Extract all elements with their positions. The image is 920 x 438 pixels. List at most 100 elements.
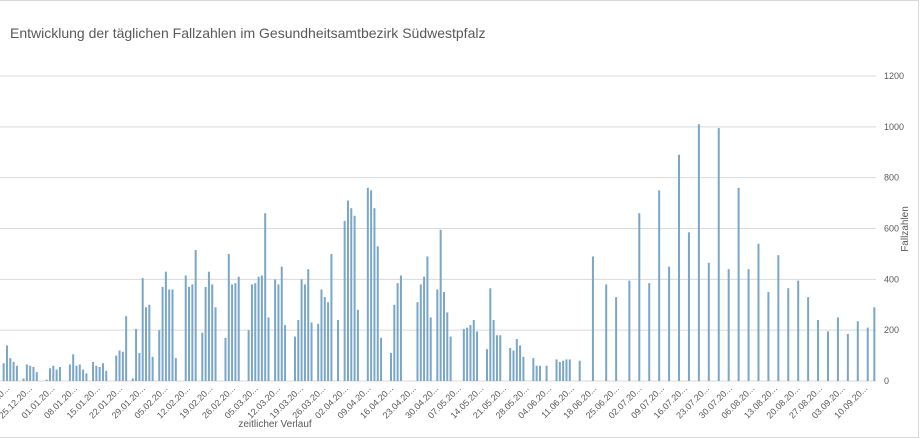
y-axis-title: Fallzahlen bbox=[900, 206, 911, 252]
bar bbox=[426, 256, 429, 381]
bar bbox=[138, 353, 141, 381]
bar bbox=[486, 349, 488, 381]
y-axis-ticks: 0 200 400 600 800 1000 1200 bbox=[884, 71, 904, 386]
bar bbox=[2, 363, 5, 381]
bar bbox=[472, 320, 475, 381]
bar bbox=[787, 288, 790, 381]
bar bbox=[284, 325, 287, 381]
bar bbox=[807, 297, 810, 382]
bar bbox=[15, 365, 18, 381]
bar bbox=[9, 358, 12, 382]
bar bbox=[866, 327, 869, 382]
bar bbox=[515, 339, 518, 381]
bar bbox=[303, 284, 306, 381]
bar bbox=[191, 284, 194, 381]
y-tick-label: 400 bbox=[884, 274, 899, 284]
bar bbox=[22, 378, 25, 381]
bar bbox=[158, 330, 161, 381]
x-axis-title: zeitlicher Verlauf bbox=[238, 419, 312, 430]
bar bbox=[532, 358, 535, 382]
bar bbox=[260, 275, 263, 381]
bar bbox=[125, 316, 128, 381]
bar bbox=[707, 262, 710, 381]
bar bbox=[390, 353, 392, 381]
bar bbox=[416, 302, 419, 381]
bar bbox=[277, 284, 280, 381]
bar bbox=[346, 200, 349, 381]
bar bbox=[12, 361, 15, 381]
bar bbox=[492, 320, 495, 381]
bar bbox=[78, 364, 81, 381]
bar bbox=[92, 361, 95, 381]
bar bbox=[836, 317, 839, 381]
y-tick-label: 800 bbox=[884, 173, 899, 183]
bar bbox=[188, 286, 191, 381]
bar bbox=[856, 321, 859, 381]
bar bbox=[555, 359, 558, 381]
bar bbox=[466, 327, 469, 382]
bar bbox=[184, 275, 187, 381]
bar bbox=[135, 328, 138, 381]
chart-title: Entwicklung der täglichen Fallzahlen im … bbox=[10, 25, 486, 41]
bar bbox=[330, 253, 333, 381]
bar bbox=[737, 187, 740, 381]
bar bbox=[49, 368, 51, 381]
bar bbox=[638, 213, 641, 381]
bar bbox=[423, 276, 426, 381]
bar bbox=[194, 250, 197, 381]
bar bbox=[323, 297, 326, 382]
bar bbox=[280, 266, 283, 382]
bar bbox=[615, 297, 618, 382]
bar bbox=[58, 367, 61, 381]
bar bbox=[227, 253, 230, 381]
bar bbox=[545, 365, 548, 381]
bar bbox=[214, 307, 217, 381]
bar bbox=[509, 347, 512, 381]
bar bbox=[591, 256, 594, 381]
bar bbox=[171, 289, 174, 381]
bar bbox=[522, 356, 525, 381]
bar bbox=[628, 280, 631, 381]
x-tick-label: ...20... bbox=[0, 383, 11, 408]
bar bbox=[121, 351, 124, 381]
bar bbox=[499, 335, 502, 381]
bar bbox=[373, 208, 376, 381]
bar bbox=[817, 320, 820, 381]
bar bbox=[578, 360, 581, 381]
bar bbox=[317, 323, 320, 381]
bar bbox=[489, 288, 492, 381]
bar bbox=[118, 350, 121, 381]
bar bbox=[75, 365, 78, 381]
bar bbox=[429, 317, 432, 381]
bar bbox=[85, 373, 88, 382]
bars bbox=[2, 124, 876, 382]
bar bbox=[476, 331, 479, 381]
bar bbox=[327, 302, 330, 381]
bar bbox=[366, 187, 369, 381]
bar bbox=[535, 365, 538, 381]
bar bbox=[396, 283, 399, 381]
bar bbox=[72, 354, 75, 381]
bar bbox=[5, 345, 8, 381]
bar bbox=[462, 328, 465, 381]
bar bbox=[436, 289, 439, 381]
bar bbox=[538, 365, 541, 381]
bar bbox=[161, 286, 164, 381]
bar bbox=[562, 360, 565, 381]
bar bbox=[605, 284, 608, 381]
bar bbox=[300, 279, 303, 381]
bar bbox=[25, 364, 28, 381]
y-tick-label: 0 bbox=[884, 376, 889, 386]
bar bbox=[439, 229, 442, 381]
bar bbox=[52, 365, 55, 381]
bar bbox=[293, 336, 296, 381]
bar bbox=[797, 280, 800, 381]
bar bbox=[449, 336, 452, 381]
bar bbox=[82, 369, 85, 381]
bar bbox=[727, 269, 730, 381]
bar bbox=[201, 332, 204, 381]
y-tick-label: 1200 bbox=[884, 71, 904, 81]
bar bbox=[310, 322, 313, 381]
